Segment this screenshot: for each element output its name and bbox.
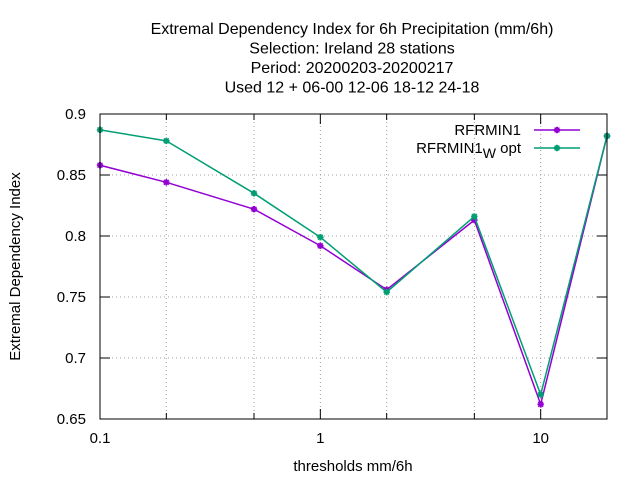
marker-stroke [163, 137, 170, 144]
data-point [537, 401, 544, 408]
grid-lines [100, 114, 607, 419]
series-lines [96, 126, 611, 408]
legend-marker [553, 144, 561, 152]
y-tick-label: 0.65 [57, 411, 86, 428]
x-tick-label: 10 [532, 430, 549, 447]
series-1 [96, 132, 611, 408]
legend-label-subscript: W [483, 145, 497, 161]
data-point [250, 205, 258, 213]
title-line: Period: 20200203-20200217 [251, 60, 454, 77]
series-line [99, 129, 608, 396]
title-line: Used 12 + 06-00 12-06 18-12 24-18 [225, 80, 480, 97]
chart-title: Extremal Dependency Index for 6h Precipi… [151, 21, 554, 97]
data-point [317, 242, 324, 249]
y-tick-label: 0.8 [65, 228, 86, 245]
data-point [163, 179, 170, 186]
marker-stroke [251, 190, 257, 197]
marker-stroke [163, 179, 170, 186]
marker-stroke [251, 206, 257, 213]
data-point [383, 288, 390, 296]
marker-stroke [537, 401, 544, 408]
legend-label: RFRMIN1W opt [416, 140, 522, 161]
legend-label-main: RFRMIN1 [454, 122, 521, 139]
marker-stroke [537, 391, 544, 398]
y-tick-label: 0.7 [65, 350, 86, 367]
marker-stroke [471, 213, 478, 220]
data-point [537, 391, 544, 398]
series-line [99, 135, 608, 406]
x-tick-label: 0.1 [90, 430, 111, 447]
title-line: Extremal Dependency Index for 6h Precipi… [151, 21, 554, 38]
y-tick-label: 0.85 [57, 167, 86, 184]
legend-label: RFRMIN1 [454, 122, 521, 139]
marker-stroke [554, 145, 560, 151]
y-tick-label: 0.75 [57, 289, 86, 306]
data-point [250, 190, 258, 197]
data-point [163, 137, 170, 145]
x-axis-label: thresholds mm/6h [293, 458, 412, 475]
data-point [317, 234, 324, 241]
x-tick-label: 1 [316, 430, 324, 447]
legend-item-2: RFRMIN1W opt [416, 140, 580, 161]
y-tick-label: 0.9 [65, 106, 86, 123]
axis-ticks [99, 113, 608, 420]
legend-item-1: RFRMIN1 [454, 122, 580, 139]
legend-label-main: RFRMIN1 [416, 140, 483, 157]
y-axis-label: Extremal Dependency Index [7, 172, 24, 361]
marker-stroke [317, 242, 324, 249]
legend-label-tail: opt [496, 140, 522, 157]
marker-stroke [317, 234, 324, 241]
legend-marker [553, 126, 561, 134]
title-line: Selection: Ireland 28 stations [249, 41, 454, 58]
data-point [471, 213, 478, 220]
marker-stroke [554, 127, 560, 133]
series-2 [96, 126, 611, 398]
tick-labels: 0.1 1 10 0.65 0.7 0.75 0.8 0.85 0.9 [57, 106, 549, 447]
plot-frame [99, 113, 608, 420]
marker-stroke [383, 289, 390, 296]
